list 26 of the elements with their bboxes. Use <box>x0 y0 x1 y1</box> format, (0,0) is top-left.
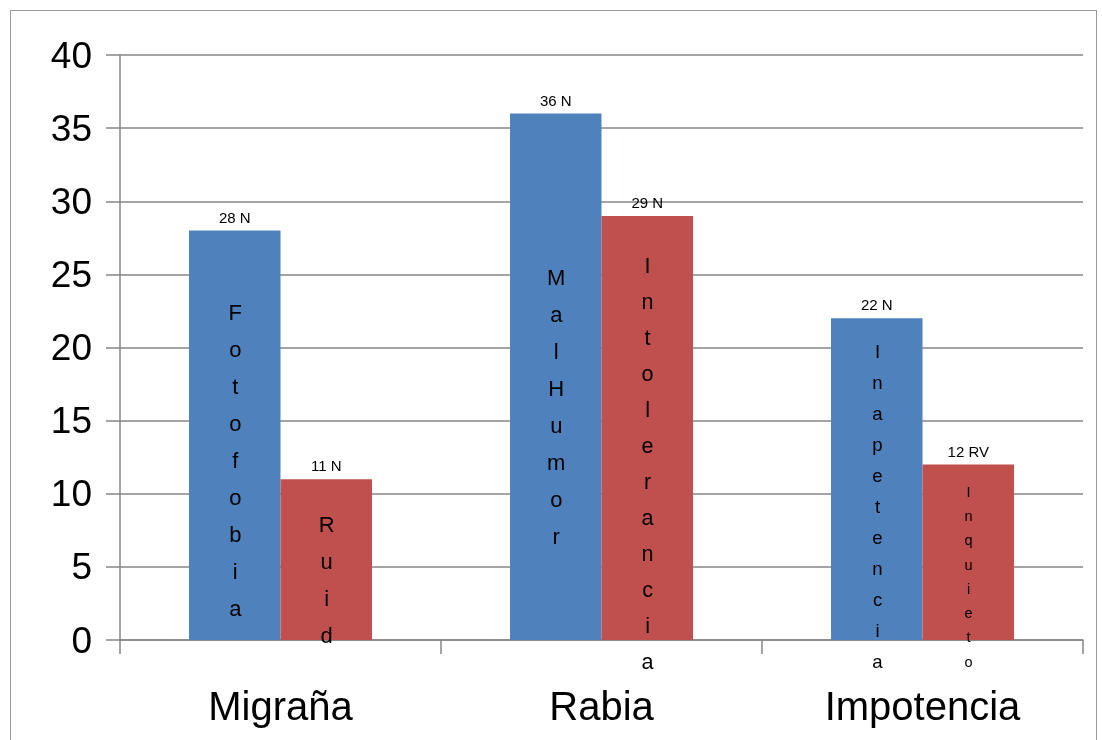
y-tick-label: 0 <box>71 619 92 661</box>
x-tick-label: Rabia <box>549 684 655 728</box>
data-label: 11 N <box>310 457 342 475</box>
y-tick-label: 25 <box>50 253 92 295</box>
y-tick-label: 35 <box>50 107 92 149</box>
data-label: 22 N <box>860 296 893 314</box>
annotation: Inapetencia <box>867 341 889 683</box>
annotation: Ruid <box>314 511 340 660</box>
y-tick-label: 15 <box>50 400 92 442</box>
bar <box>510 113 602 640</box>
data-label: 28 N <box>218 208 251 226</box>
bar <box>189 230 281 640</box>
x-tick-label: Migraña <box>208 684 354 728</box>
annotation: Fotofobia <box>222 299 248 633</box>
y-tick-label: 20 <box>50 327 92 368</box>
annotation: Intolerancia <box>635 253 661 686</box>
y-tick-label: 30 <box>50 180 92 222</box>
x-tick-label: Impotencia <box>824 684 1022 728</box>
data-label: 29 N <box>631 193 664 211</box>
y-tick-label: 10 <box>50 473 92 515</box>
data-label: 12 RV <box>947 442 989 460</box>
annotation: Inquieto <box>960 484 977 679</box>
y-tick-label: 40 <box>50 34 92 76</box>
data-label: 36 N <box>539 91 572 109</box>
annotation: MalHumor <box>543 264 569 561</box>
y-tick-label: 5 <box>71 546 92 588</box>
